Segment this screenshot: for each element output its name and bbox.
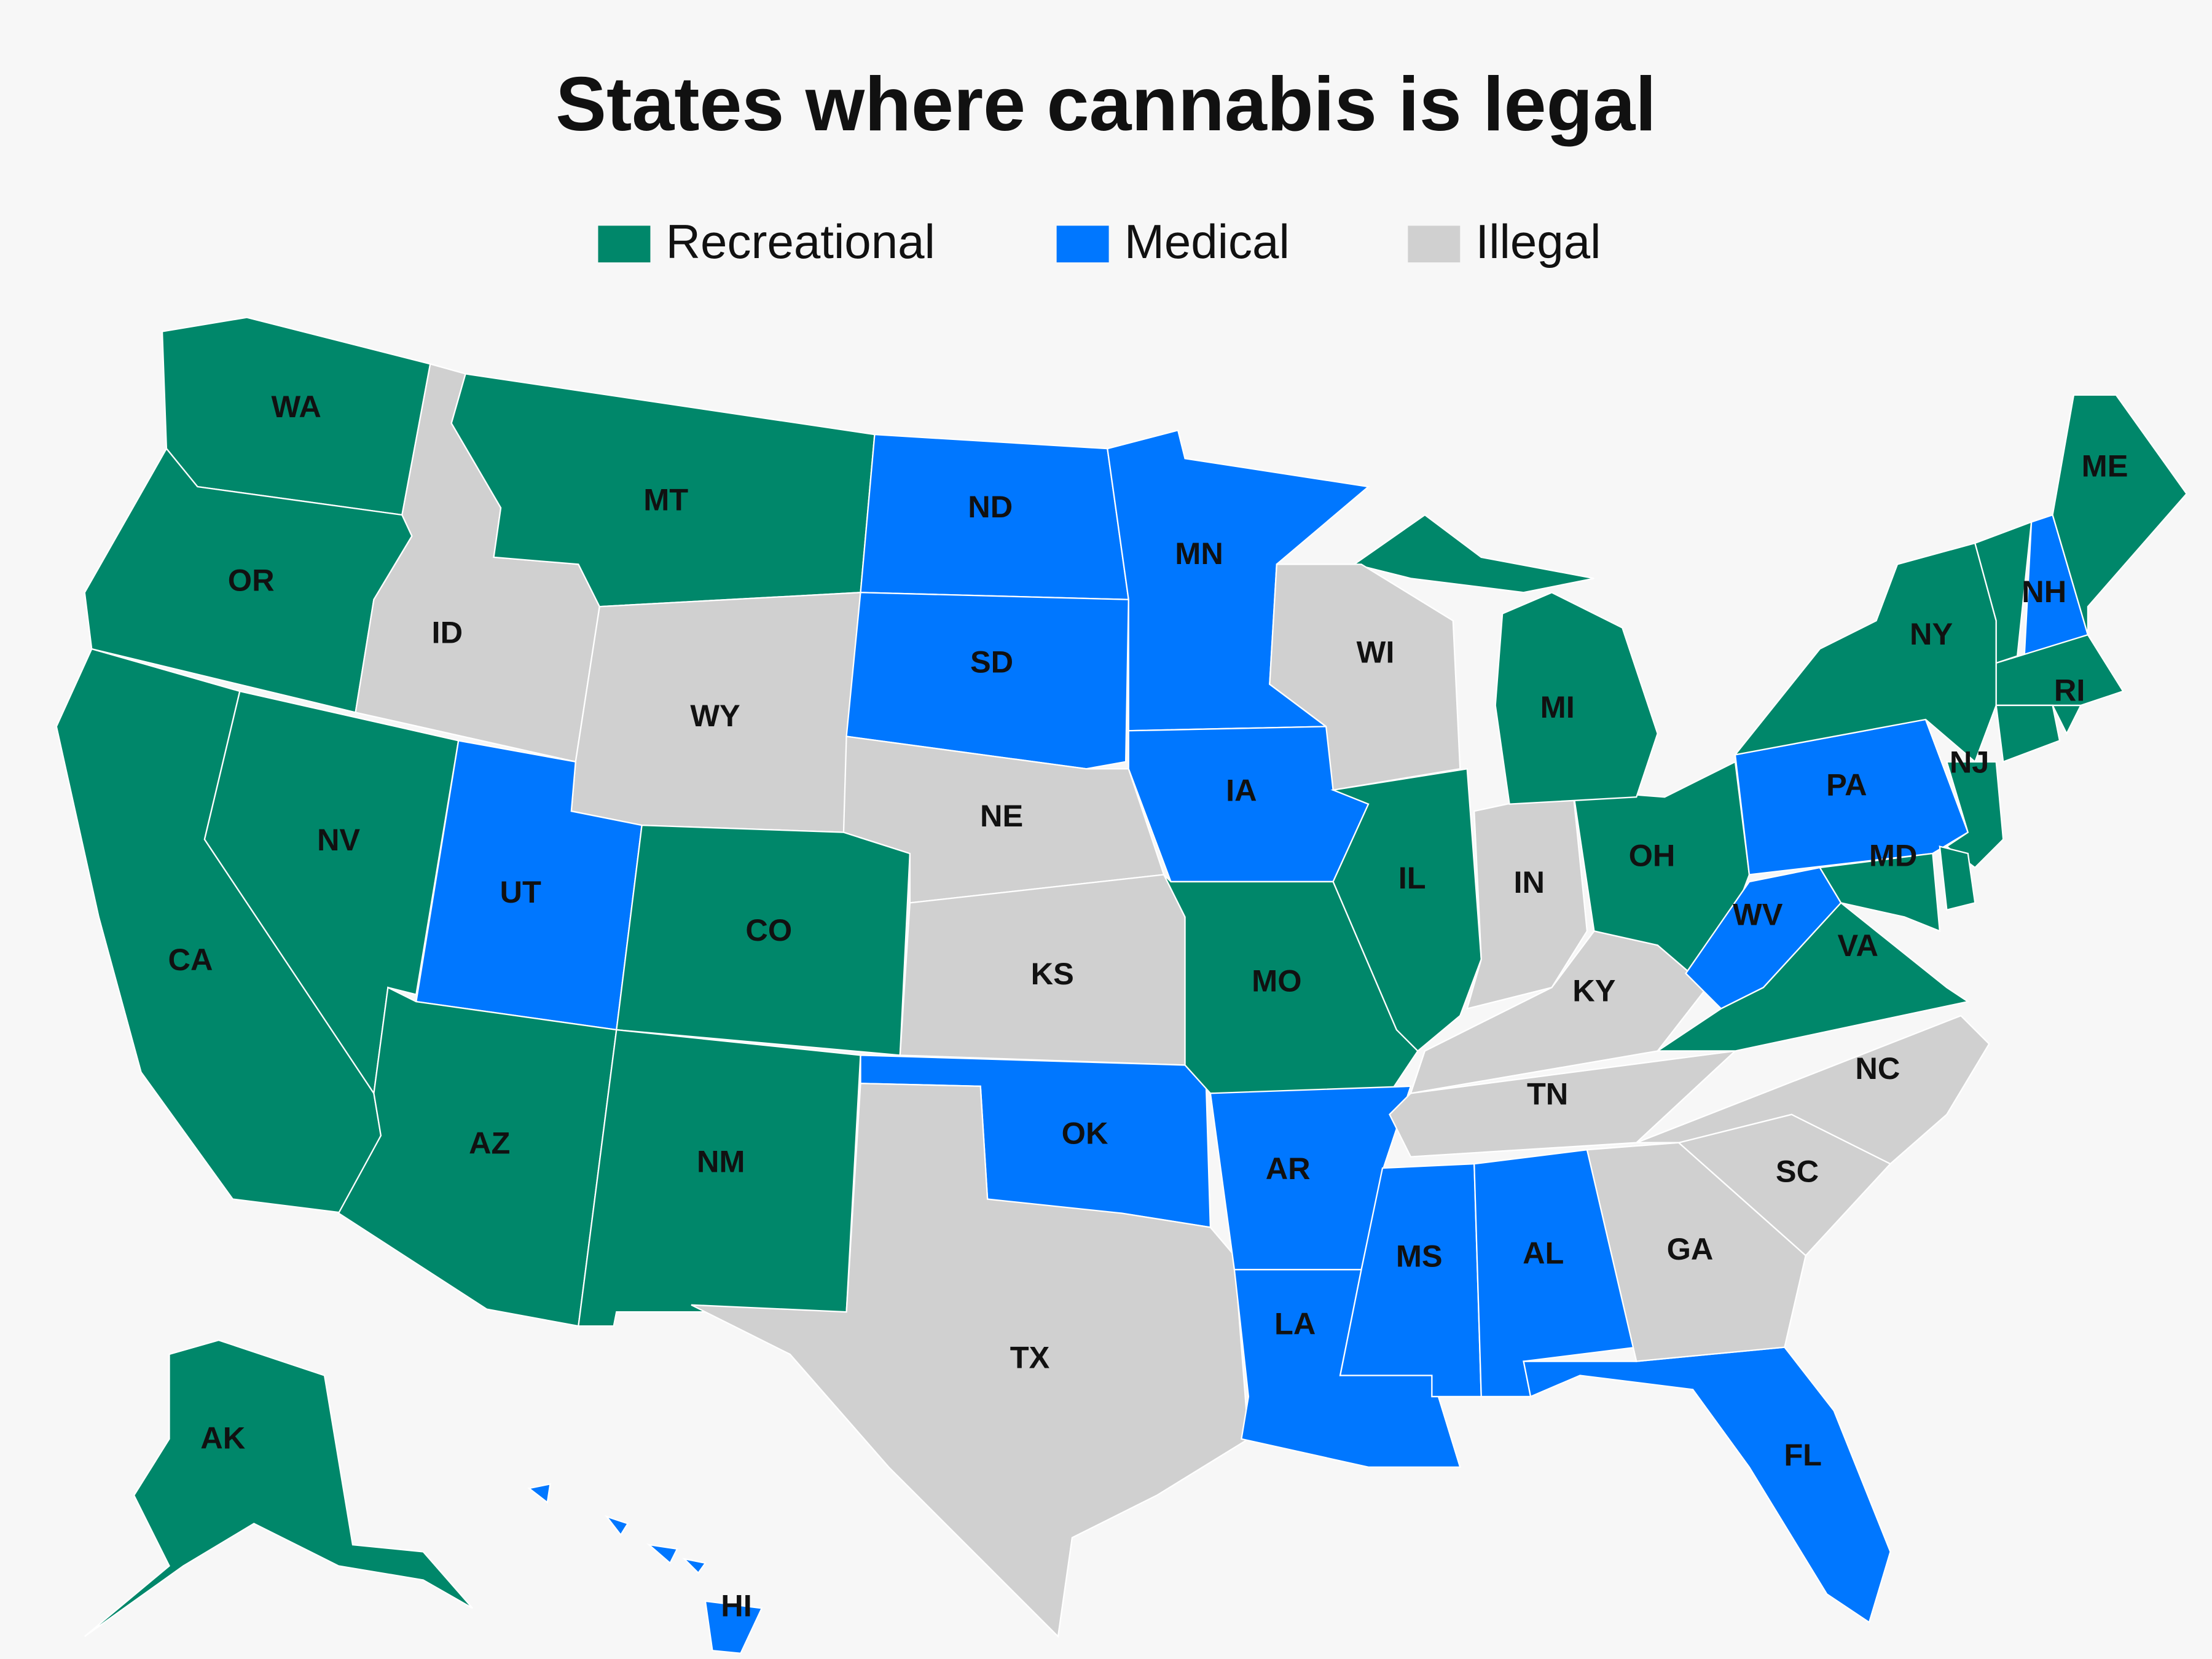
state-label: AZ [469, 1126, 510, 1161]
state-label: WI [1357, 635, 1395, 670]
legend-swatch [1408, 226, 1461, 263]
state [605, 1515, 629, 1536]
state [1995, 704, 2061, 763]
state [845, 592, 1129, 770]
state-label: NM [697, 1143, 745, 1179]
legend-swatch [1056, 226, 1109, 263]
state [1330, 767, 1482, 1053]
state [616, 824, 911, 1056]
state [1939, 845, 1976, 911]
state-label: UT [500, 874, 541, 909]
state [1389, 1049, 1738, 1158]
state-label: AL [1523, 1236, 1564, 1271]
state-label: NC [1855, 1051, 1900, 1086]
state-label: WA [271, 389, 321, 424]
state [1995, 633, 2125, 707]
state-label: NE [980, 798, 1023, 833]
state-label: GA [1667, 1231, 1714, 1266]
state-label: NH [2022, 574, 2066, 609]
state [1352, 514, 1594, 594]
states [55, 316, 2188, 1655]
state [1586, 1142, 1807, 1362]
state-label: MT [643, 482, 688, 517]
state [84, 1339, 473, 1637]
legend-swatch [598, 226, 651, 263]
state-label: OK [1062, 1116, 1108, 1151]
state-label: ME [2082, 449, 2128, 484]
state [646, 1543, 678, 1564]
state-label: FL [1784, 1437, 1822, 1472]
state-label: VA [1838, 928, 1878, 963]
state-label: IA [1226, 773, 1257, 808]
state-label: HI [721, 1588, 752, 1623]
state-label: KY [1572, 973, 1615, 1008]
state [1636, 1014, 1990, 1165]
state-labels: WA OR CA NV ID MT WY UT CO AZ NM ND SD NE KS OK TX MN IA MO… [168, 389, 2128, 1623]
state-label: IL [1398, 860, 1426, 895]
state-label: ND [968, 489, 1013, 524]
title: States where cannabis is legal [555, 62, 1656, 147]
state-label: MI [1540, 689, 1575, 724]
state [1494, 592, 1658, 805]
state-label: SC [1776, 1154, 1819, 1189]
state-label: TX [1010, 1340, 1050, 1375]
state-label: MO [1252, 963, 1301, 998]
state [1655, 901, 1970, 1052]
state-label: RI [2054, 673, 2085, 708]
state-label: CA [168, 942, 213, 977]
legend-label: Medical [1124, 214, 1290, 269]
state-label: PA [1826, 767, 1867, 802]
state-label: WY [690, 698, 740, 733]
state [691, 1083, 1250, 1638]
state-label: KS [1031, 956, 1074, 991]
state [1269, 563, 1461, 791]
state-label: WV [1733, 897, 1783, 932]
state-label: CO [745, 912, 792, 947]
state-label: MD [1869, 837, 1918, 873]
state-label: NY [1910, 616, 1953, 651]
state-label: NJ [1950, 745, 1990, 780]
state-label: LA [1274, 1306, 1316, 1341]
state-label: SD [970, 645, 1013, 680]
state-label: AK [200, 1420, 245, 1455]
state-label: OR [228, 563, 275, 598]
state-label: AR [1266, 1151, 1311, 1186]
state-label: MN [1175, 536, 1223, 571]
state-label: TN [1527, 1076, 1568, 1111]
legend: Recreational Medical Illegal [598, 214, 1601, 269]
legend-label: Illegal [1476, 214, 1601, 269]
state [704, 1600, 763, 1655]
legend-label: Recreational [666, 214, 935, 269]
state [1945, 761, 2004, 869]
state [527, 1483, 551, 1504]
state-label: NV [317, 822, 360, 857]
state-label: OH [1629, 837, 1676, 873]
state-label: ID [432, 615, 463, 650]
state [682, 1558, 707, 1574]
state [1818, 852, 1941, 933]
state-label: MS [1396, 1238, 1443, 1273]
state-label: IN [1514, 865, 1545, 900]
